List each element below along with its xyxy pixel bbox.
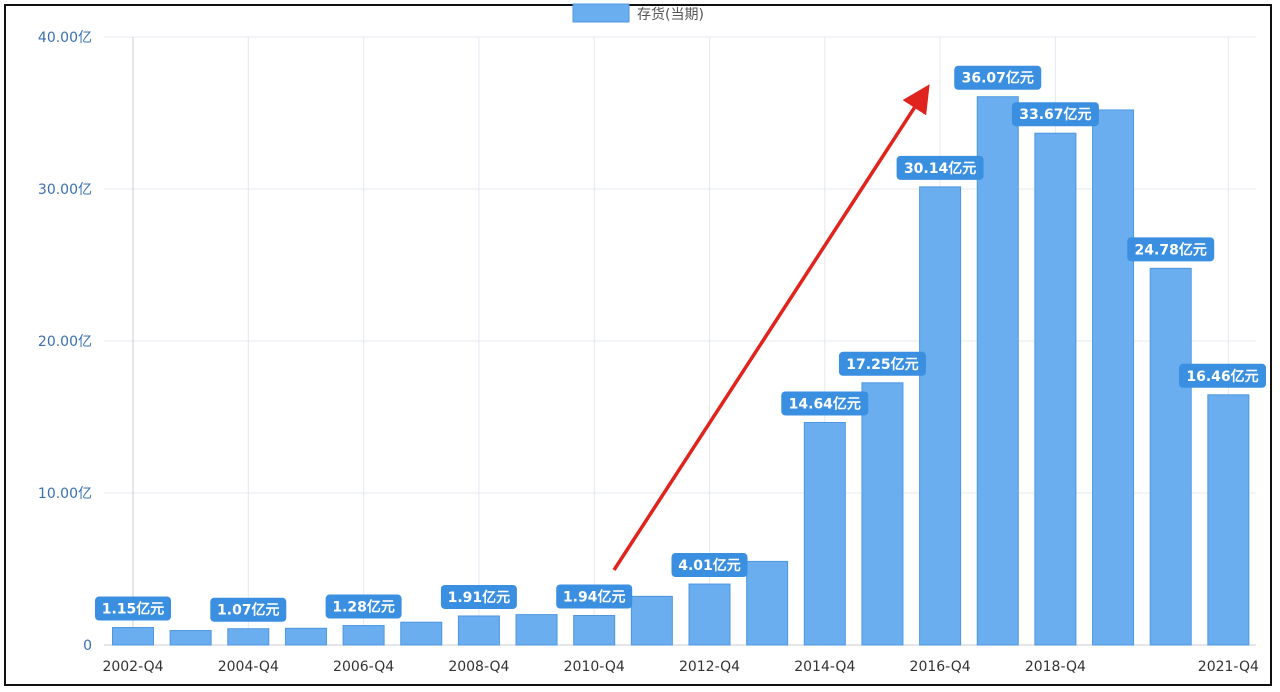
bar-2011-Q4 xyxy=(630,595,673,646)
bar-2010-Q4 xyxy=(573,615,616,646)
data-label: 1.94亿元 xyxy=(556,584,633,609)
bar-2008-Q4 xyxy=(457,615,500,646)
x-tick-label: 2002-Q4 xyxy=(102,659,163,675)
data-label: 1.07亿元 xyxy=(210,597,287,622)
data-label: 30.14亿元 xyxy=(896,155,984,180)
x-tick-label: 2014-Q4 xyxy=(794,659,855,675)
bar-2016-Q4 xyxy=(919,186,962,646)
x-tick-label: 2021-Q4 xyxy=(1198,659,1259,675)
y-tick-label: 30.00亿 xyxy=(38,182,92,198)
y-tick-label: 10.00亿 xyxy=(38,486,92,502)
data-label: 4.01亿元 xyxy=(671,553,748,578)
bar-2013-Q4 xyxy=(746,560,789,646)
data-label-bg xyxy=(556,584,633,609)
data-label: 16.46亿元 xyxy=(1179,363,1266,388)
x-tick-label: 2006-Q4 xyxy=(333,659,394,675)
data-label-bg xyxy=(954,65,1042,90)
data-label: 14.64亿元 xyxy=(781,391,869,416)
y-tick-label: 40.00亿 xyxy=(38,30,92,46)
x-tick-label: 2010-Q4 xyxy=(564,659,625,675)
bar-2019-Q4 xyxy=(1092,109,1135,646)
data-label-bg xyxy=(95,596,171,621)
legend: 存货(当期) xyxy=(572,3,704,23)
x-tick-label: 2018-Q4 xyxy=(1025,659,1086,675)
data-label-text: 1.28亿元 xyxy=(332,599,395,616)
data-label-bg xyxy=(1179,363,1266,388)
bar-2012-Q4 xyxy=(688,583,731,646)
y-tick-label: 0 xyxy=(83,638,92,654)
bar-2005-Q4 xyxy=(284,627,327,646)
data-label-bg xyxy=(1011,102,1099,127)
data-label-text: 36.07亿元 xyxy=(962,70,1034,87)
bar-2009-Q4 xyxy=(515,614,558,646)
data-label-bg xyxy=(440,584,517,609)
bar-2006-Q4 xyxy=(342,625,385,646)
legend-swatch xyxy=(572,3,630,23)
data-label-bg xyxy=(325,594,402,619)
data-label-text: 1.07亿元 xyxy=(217,602,280,619)
data-label: 1.15亿元 xyxy=(95,596,171,621)
x-tick-label: 2008-Q4 xyxy=(448,659,509,675)
data-label-text: 33.67亿元 xyxy=(1019,106,1091,123)
data-label-text: 1.94亿元 xyxy=(563,589,626,606)
data-label: 17.25亿元 xyxy=(838,351,926,376)
y-tick-label: 20.00亿 xyxy=(38,334,92,350)
data-label-bg xyxy=(838,351,926,376)
bar-2007-Q4 xyxy=(400,621,443,646)
data-label-text: 30.14亿元 xyxy=(904,160,976,177)
bar-2003-Q4 xyxy=(169,630,212,646)
data-label-text: 1.15亿元 xyxy=(102,601,165,618)
x-tick-label: 2016-Q4 xyxy=(910,659,971,675)
trend-arrow xyxy=(612,84,930,571)
bar-2004-Q4 xyxy=(227,628,270,646)
bar-2020-Q4 xyxy=(1149,267,1192,646)
data-label-bg xyxy=(781,391,869,416)
data-label-text: 17.25亿元 xyxy=(846,356,918,373)
data-label-text: 4.01亿元 xyxy=(678,557,741,574)
data-label-text: 14.64亿元 xyxy=(789,395,861,412)
bar-2002-Q4 xyxy=(112,627,154,646)
bar-2015-Q4 xyxy=(861,382,904,646)
bar-2017-Q4 xyxy=(976,96,1019,646)
data-label-bg xyxy=(210,597,287,622)
bar-2021-Q4 xyxy=(1207,394,1250,646)
legend-label: 存货(当期) xyxy=(637,6,704,23)
data-label-bg xyxy=(1127,237,1215,262)
data-label-text: 1.91亿元 xyxy=(448,589,511,606)
data-label-bg xyxy=(671,553,748,578)
bar-2014-Q4 xyxy=(803,421,846,646)
data-label: 33.67亿元 xyxy=(1011,102,1099,127)
data-label-text: 16.46亿元 xyxy=(1186,368,1258,385)
data-label: 24.78亿元 xyxy=(1127,237,1215,262)
data-label: 36.07亿元 xyxy=(954,65,1042,90)
x-tick-label: 2012-Q4 xyxy=(679,659,740,675)
x-tick-label: 2004-Q4 xyxy=(218,659,279,675)
data-label: 1.91亿元 xyxy=(440,584,517,609)
data-label-text: 24.78亿元 xyxy=(1135,241,1207,258)
data-label: 1.28亿元 xyxy=(325,594,402,619)
data-label-bg xyxy=(896,155,984,180)
bar-2018-Q4 xyxy=(1034,132,1077,646)
